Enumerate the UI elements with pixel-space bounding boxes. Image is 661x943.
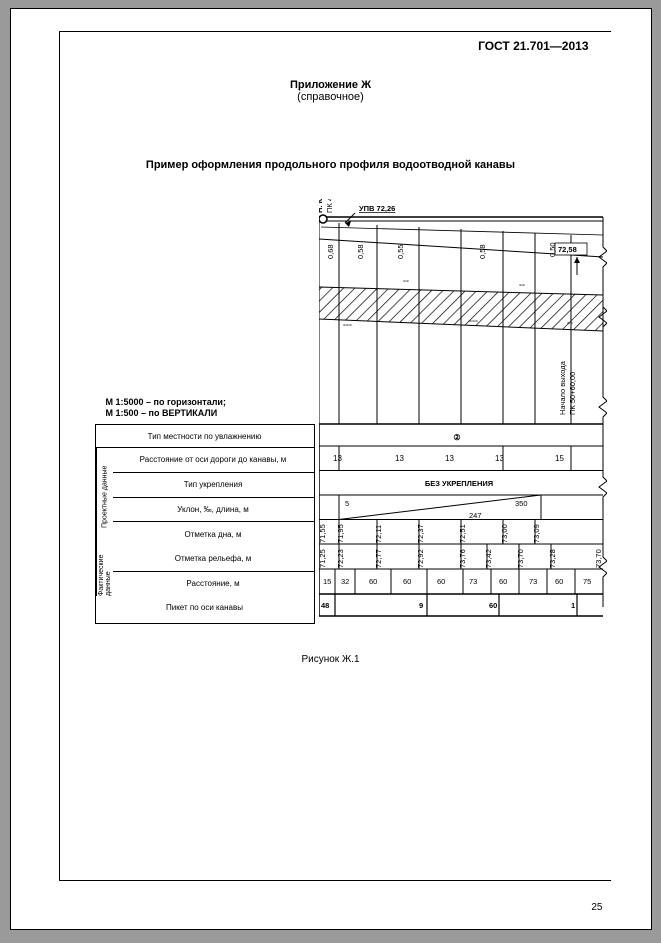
dist-8: 60 (555, 577, 563, 586)
axis-dist-4: 15 (555, 454, 564, 463)
legend-row-slope: Уклон, ‰, длина, м (113, 503, 314, 516)
dist-0: 15 (323, 577, 331, 586)
rel-elev-8: 73,70 (594, 549, 603, 568)
dist-7: 73 (529, 577, 537, 586)
slope-val-0: 0,68 (326, 244, 335, 259)
dist-3: 60 (403, 577, 411, 586)
station-1: 9 (419, 601, 423, 610)
rel-elev-1: 72,23 (336, 549, 345, 568)
rel-elev-2: 72,77 (374, 549, 383, 568)
reinforcement-label: БЕЗ УКРЕПЛЕНИЯ (424, 479, 492, 488)
legend-row-distance: Расстояние, м (113, 577, 314, 590)
svg-text:°°: °° (567, 320, 573, 329)
rel-elev-0: 71,25 (319, 549, 327, 568)
svg-text:°°: °° (519, 282, 525, 291)
scale-note: М 1:5000 – по горизонтали; М 1:500 – по … (106, 397, 226, 420)
right-elev-label: 72,58 (558, 245, 577, 254)
legend-table: Тип местности по увлажнению Проектные да… (95, 424, 315, 624)
legend-row-reinforcement: Тип укрепления (113, 478, 314, 491)
annex-reference: (справочное) (11, 91, 651, 103)
station-2: 60 (489, 601, 497, 610)
drain-label-2: ПК 50+60,00 (568, 372, 577, 415)
start-fill-label: ПК 48+65 (325, 199, 334, 213)
scale-horizontal: М 1:5000 – по горизонтали; (106, 397, 226, 408)
legend-row-dist-axis: Расстояние от оси дороги до канавы, м (113, 453, 314, 466)
dist-9: 75 (583, 577, 591, 586)
axis-dist-2: 13 (445, 454, 454, 463)
dist-4: 60 (437, 577, 445, 586)
bot-elev-0: 71,55 (319, 524, 327, 543)
bot-elev-3: 72,37 (416, 524, 425, 543)
axis-dist-0: 13 (333, 454, 342, 463)
svg-text:°°°: °°° (469, 318, 478, 327)
slope-mid: 350 (515, 499, 528, 508)
legend-row-relief-elev: Отметка рельефа, м (113, 552, 314, 565)
standard-code: ГОСТ 21.701—2013 (478, 39, 588, 53)
bot-elev-4: 72,51 (458, 524, 467, 543)
drain-label-1: Начало выхода (558, 360, 567, 415)
legend-row-station: Пикет по оси канавы (96, 601, 314, 614)
svg-text:°°°: °°° (343, 322, 352, 331)
dist-1: 32 (341, 577, 349, 586)
annex-title: Приложение Ж (11, 79, 651, 91)
slope-val-4: 0,50 (548, 242, 557, 257)
legend-side-actual: Фактические данные (96, 546, 113, 596)
bot-elev-2: 72,11 (374, 525, 383, 543)
slope-val-3: 0,58 (478, 244, 487, 259)
bot-elev-1: 71,95 (336, 524, 345, 543)
rel-elev-4: 73,76 (458, 549, 467, 568)
slope-val-1: 0,58 (356, 244, 365, 259)
slope-bottom: 247 (469, 511, 482, 520)
rel-elev-6: 73,70 (516, 549, 525, 568)
start-station-label: Н. К. 48+15 (319, 199, 324, 213)
dist-5: 73 (469, 577, 477, 586)
legend-side-design: Проектные данные (96, 448, 113, 546)
slope-left: 5 (345, 499, 349, 508)
figure-title: Пример оформления продольного профиля во… (11, 159, 651, 171)
type-number: ② (453, 433, 460, 442)
annex-header: Приложение Ж (справочное) (11, 79, 651, 103)
profile-drawing: Н. К. 48+15 ПК 48+65 УПВ 72,26 (319, 199, 607, 625)
scale-vertical: М 1:500 – по ВЕРТИКАЛИ (106, 408, 226, 419)
bot-elev-5: 73,00 (500, 524, 509, 543)
dist-2: 60 (369, 577, 377, 586)
axis-dist-1: 13 (395, 454, 404, 463)
figure-caption: Рисунок Ж.1 (11, 654, 651, 665)
slope-val-2: 0,55 (396, 244, 405, 259)
bot-elev-6: 73,09 (532, 524, 541, 543)
page-number: 25 (591, 902, 602, 913)
legend-row-terrain: Тип местности по увлажнению (96, 430, 314, 443)
svg-text:°°: °° (403, 278, 409, 287)
upv-label: УПВ 72,26 (359, 204, 395, 213)
legend-row-bottom-elev: Отметка дна, м (113, 528, 314, 541)
rel-elev-3: 72,92 (416, 549, 425, 568)
rel-elev-7: 73,28 (548, 549, 557, 568)
station-0: 48 (321, 601, 329, 610)
dist-6: 60 (499, 577, 507, 586)
rel-elev-5: 73,42 (484, 549, 493, 568)
station-3: 1 (571, 601, 575, 610)
